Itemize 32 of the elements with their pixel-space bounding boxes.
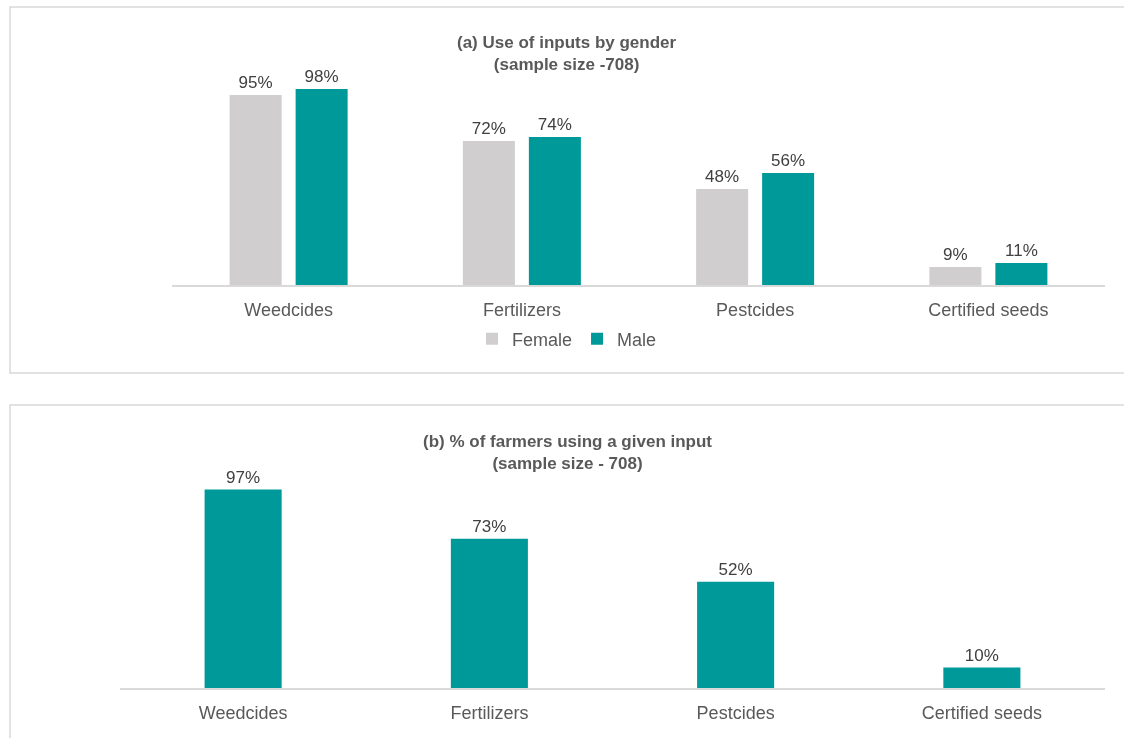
bar bbox=[295, 89, 348, 285]
data-label: 97% bbox=[226, 467, 261, 487]
chart-title: (b) % of farmers using a given input (sample size - 708) bbox=[423, 432, 713, 474]
legend-label: Male bbox=[617, 329, 657, 350]
data-label: 9% bbox=[943, 245, 968, 264]
data-label: 98% bbox=[304, 67, 339, 86]
data-label: 56% bbox=[771, 151, 806, 170]
x-tick-label: Certified seeds bbox=[928, 300, 1049, 321]
x-tick-label: Weedcides bbox=[244, 300, 333, 321]
data-label: 48% bbox=[705, 167, 740, 186]
x-tick-label: Fertilizers bbox=[482, 300, 561, 321]
data-label: 52% bbox=[718, 559, 753, 579]
x-tick-label: Certified seeds bbox=[921, 703, 1042, 724]
bar bbox=[943, 667, 1021, 688]
data-label: 10% bbox=[964, 645, 999, 665]
x-tick-label: Weedcides bbox=[198, 703, 288, 724]
data-label: 72% bbox=[471, 119, 506, 138]
data-label: 11% bbox=[1005, 241, 1038, 260]
data-label: 73% bbox=[472, 516, 507, 536]
data-label: 74% bbox=[537, 115, 572, 134]
data-label: 95% bbox=[238, 73, 273, 92]
bar bbox=[204, 489, 282, 688]
bar bbox=[697, 581, 775, 688]
legend-label: Female bbox=[512, 329, 573, 350]
x-tick-label: Fertilizers bbox=[450, 703, 529, 724]
x-tick-label: Pestcides bbox=[696, 703, 775, 724]
x-tick-label: Pestcides bbox=[716, 300, 795, 321]
chart-title: (a) Use of inputs by gender (sample size -708) bbox=[457, 33, 677, 75]
bar bbox=[762, 173, 815, 285]
bar bbox=[528, 137, 581, 285]
bar bbox=[995, 263, 1048, 285]
bar bbox=[450, 538, 528, 688]
